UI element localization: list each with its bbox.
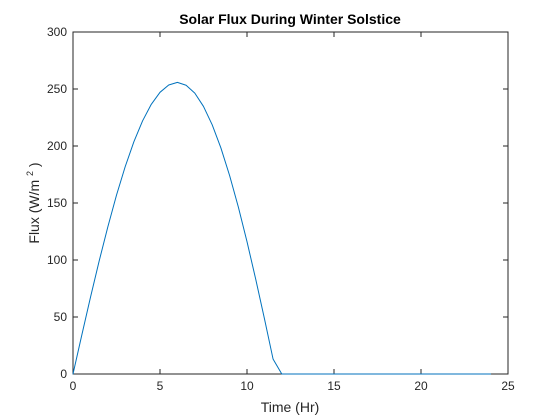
chart-title: Solar Flux During Winter Solstice [179, 11, 401, 27]
x-tick-label: 15 [327, 379, 341, 393]
y-tick-label: 300 [47, 25, 67, 39]
x-tick-label: 0 [70, 379, 77, 393]
solar-flux-line [72, 81, 492, 375]
y-axis-label-superscript: 2 [25, 171, 35, 176]
y-axis-label-end: ) [26, 162, 42, 167]
x-tick-label: 5 [157, 379, 164, 393]
y-tick-label: 50 [54, 310, 68, 324]
y-axis-label: Flux (W/m 2 ) [20, 162, 42, 243]
y-tick-label: 200 [47, 139, 67, 153]
axes-box [72, 31, 509, 375]
x-tick-label: 25 [501, 379, 515, 393]
y-tick-label: 100 [47, 253, 67, 267]
x-tick-label: 20 [414, 379, 428, 393]
y-axis-label-main: Flux (W/m [26, 180, 42, 244]
x-tick-label: 10 [240, 379, 254, 393]
y-tick-label: 150 [47, 196, 67, 210]
series-layer [72, 81, 492, 375]
y-tick-label: 0 [60, 367, 67, 381]
y-tick-label: 250 [47, 82, 67, 96]
x-axis-label: Time (Hr) [261, 399, 320, 415]
